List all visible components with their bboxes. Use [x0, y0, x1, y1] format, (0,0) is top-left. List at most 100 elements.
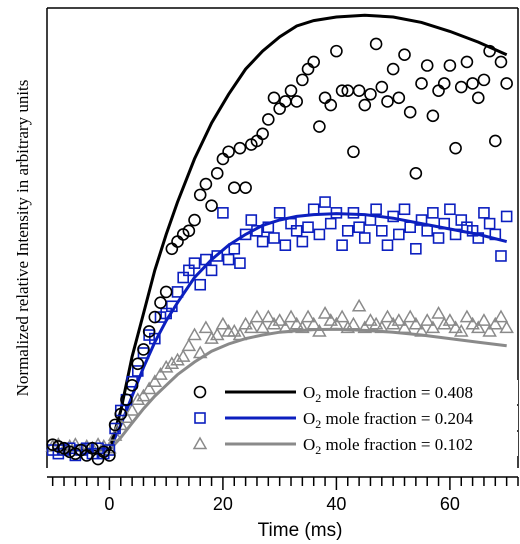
- fit-curve: [52, 13, 508, 452]
- triangle-marker: [198, 320, 214, 334]
- triangle-marker: [312, 323, 327, 337]
- square-marker: [273, 207, 286, 219]
- fit-curve: [52, 212, 508, 452]
- y-axis-label: Normalized relative Intensity in arbitra…: [13, 80, 32, 397]
- circle-marker: [437, 77, 451, 90]
- circle-marker: [449, 141, 462, 155]
- triangle-marker: [414, 323, 429, 337]
- circle-marker: [148, 310, 162, 324]
- square-marker: [353, 221, 365, 234]
- circle-marker: [52, 440, 65, 453]
- circle-marker: [267, 91, 281, 105]
- circle-marker: [381, 95, 394, 108]
- square-marker: [217, 207, 229, 219]
- square-marker: [398, 203, 411, 216]
- square-marker: [319, 196, 331, 208]
- square-marker: [330, 207, 343, 219]
- series-markers: [46, 37, 513, 466]
- circle-marker: [443, 59, 457, 72]
- circle-marker: [494, 55, 508, 69]
- triangle-marker: [448, 320, 463, 334]
- square-marker: [279, 239, 292, 251]
- circle-marker: [409, 167, 423, 180]
- triangle-marker: [408, 316, 424, 330]
- triangle-marker: [436, 316, 452, 330]
- triangle-marker: [363, 313, 378, 326]
- triangle-marker: [374, 320, 390, 334]
- square-marker: [381, 239, 394, 251]
- triangle-marker: [204, 331, 219, 344]
- triangle-marker: [368, 316, 384, 330]
- triangle-marker: [261, 309, 276, 323]
- square-marker: [341, 225, 354, 237]
- circle-marker: [489, 134, 502, 148]
- circle-marker: [335, 84, 349, 97]
- circle-marker: [108, 418, 122, 432]
- square-marker: [307, 203, 320, 216]
- triangle-marker: [482, 323, 497, 337]
- triangle-marker: [465, 316, 480, 330]
- circle-marker: [358, 98, 372, 112]
- triangle-marker: [215, 316, 231, 330]
- square-marker: [188, 257, 201, 269]
- circle-marker: [477, 73, 491, 87]
- x-axis: 0 20 40 60: [47, 476, 519, 514]
- triangle-marker: [300, 309, 316, 323]
- circle-marker: [165, 242, 179, 256]
- circle-marker: [120, 393, 133, 407]
- triangle-marker: [289, 316, 304, 330]
- circle-marker: [460, 55, 474, 69]
- circle-marker: [227, 181, 241, 194]
- square-marker: [296, 235, 309, 248]
- triangle-marker: [209, 327, 225, 341]
- triangle-marker: [340, 320, 356, 334]
- square-marker: [404, 221, 416, 234]
- circle-marker: [318, 91, 332, 105]
- triangle-marker: [351, 298, 367, 312]
- square-marker: [245, 214, 258, 226]
- triangle-marker: [272, 313, 287, 326]
- legend-label: O2 mole fraction = 0.408: [303, 383, 473, 405]
- circle-marker: [364, 87, 377, 101]
- legend-label: O2 mole fraction = 0.102: [303, 435, 473, 457]
- circle-marker: [199, 177, 213, 191]
- square-marker: [131, 365, 144, 377]
- circle-marker: [454, 80, 468, 94]
- square-marker: [228, 242, 241, 255]
- triangle-marker: [425, 320, 441, 334]
- triangle-marker: [419, 313, 435, 326]
- circle-marker: [324, 98, 338, 112]
- legend-entry: O2 mole fraction = 0.204: [188, 406, 518, 431]
- triangle-marker: [329, 316, 344, 330]
- triangle-marker: [192, 436, 208, 450]
- circle-marker: [171, 235, 184, 248]
- triangle-marker: [295, 320, 310, 334]
- circle-marker: [466, 77, 479, 90]
- triangle-marker: [119, 410, 134, 423]
- circle-marker: [262, 113, 275, 126]
- triangle-marker: [136, 388, 151, 402]
- square-marker: [302, 221, 314, 234]
- triangle-marker: [232, 327, 248, 341]
- circle-marker: [233, 141, 247, 155]
- circle-marker: [131, 357, 145, 371]
- circle-marker: [392, 91, 406, 105]
- x-tick-label: 0: [104, 494, 114, 514]
- circle-marker: [471, 91, 485, 105]
- circle-marker: [188, 213, 201, 227]
- triangle-marker: [442, 313, 458, 326]
- triangle-marker: [107, 428, 123, 441]
- circle-marker: [46, 438, 59, 451]
- square-marker: [370, 203, 382, 216]
- circle-marker: [307, 55, 321, 69]
- triangle-marker: [397, 320, 412, 334]
- square-marker: [478, 207, 490, 219]
- x-axis-label: Time (ms): [258, 520, 343, 541]
- square-marker: [256, 235, 269, 248]
- data-markers: [45, 37, 514, 466]
- circle-marker: [375, 80, 389, 94]
- square-marker: [194, 278, 207, 291]
- square-marker: [483, 217, 496, 230]
- square-marker: [268, 232, 280, 244]
- triangle-marker: [141, 381, 157, 395]
